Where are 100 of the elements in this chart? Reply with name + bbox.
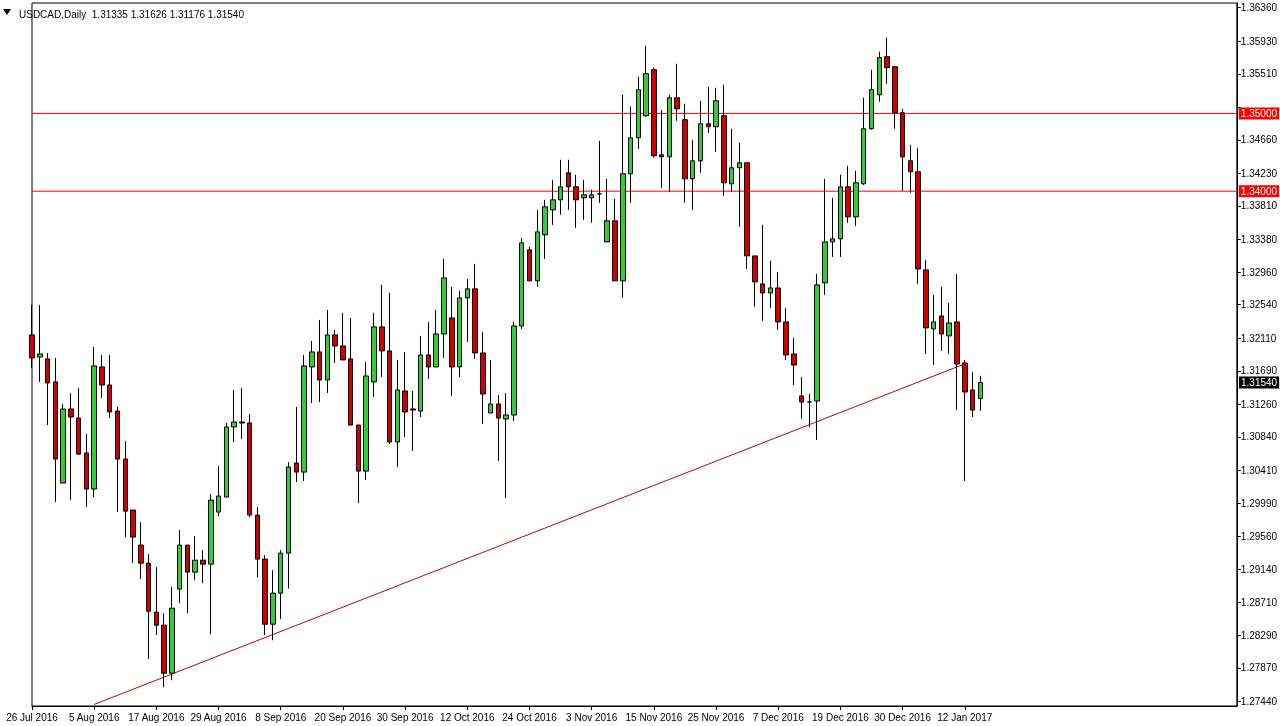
candlestick: [177, 529, 182, 604]
candlestick: [558, 159, 563, 216]
candlestick: [931, 294, 936, 366]
candlestick: [449, 286, 455, 397]
candlestick: [395, 359, 400, 468]
candlestick: [309, 340, 315, 404]
candlestick: [814, 273, 820, 441]
candlestick: [511, 321, 517, 422]
candlestick: [146, 553, 151, 660]
candlestick: [581, 179, 587, 221]
candlestick: [239, 387, 245, 440]
y-tick-label: 1.33810: [1240, 200, 1278, 212]
y-tick-label: 1.34230: [1240, 167, 1278, 179]
candlestick: [962, 359, 968, 482]
x-tick-label: 5 Aug 2016: [68, 711, 120, 723]
candlestick: [301, 354, 307, 482]
candlestick: [954, 273, 960, 411]
candlestick: [643, 45, 649, 118]
y-tick-label: 1.35930: [1240, 35, 1278, 47]
candlestick: [278, 549, 283, 620]
candlestick: [91, 346, 97, 498]
y-tick-label: 1.27440: [1240, 695, 1278, 707]
candlestick: [53, 357, 58, 503]
candlestick: [535, 209, 540, 288]
candlestick: [480, 331, 486, 425]
candlestick: [371, 312, 377, 398]
candlestick: [216, 465, 221, 517]
candlestick: [317, 319, 322, 403]
candlestick: [706, 86, 711, 134]
y-tick-label: 1.32110: [1240, 332, 1277, 344]
y-tick-label: 1.31260: [1240, 398, 1278, 410]
candlestick: [426, 321, 431, 380]
candlestick: [169, 586, 175, 681]
candlestick: [604, 178, 610, 243]
candlestick: [363, 361, 369, 481]
candlestick: [37, 304, 43, 383]
y-tick-label: 1.31690: [1240, 365, 1278, 377]
candlestick: [418, 335, 423, 418]
candlestick: [915, 147, 921, 285]
candlestick: [154, 566, 159, 636]
candlestick: [752, 255, 758, 308]
candlestick: [791, 337, 797, 386]
x-tick-label: 8 Sep 2016: [255, 711, 307, 723]
candlestick: [410, 390, 416, 452]
candlestick: [892, 66, 898, 130]
x-tick-label: 3 Nov 2016: [566, 711, 618, 723]
candlestick: [970, 371, 975, 418]
candlestick: [387, 292, 392, 445]
candlestick: [659, 109, 664, 189]
y-tick-label: 1.27870: [1240, 662, 1278, 674]
candlestick: [325, 309, 330, 394]
candlestick: [573, 174, 579, 229]
x-tick-label: 29 Aug 2016: [190, 711, 248, 723]
candlestick: [527, 246, 532, 282]
candlestick: [822, 178, 828, 296]
y-tick-label: 1.32540: [1240, 299, 1278, 311]
candlestick: [472, 263, 478, 360]
candlestick: [636, 76, 641, 150]
x-tick-label: 17 Aug 2016: [128, 711, 185, 723]
candlestick: [651, 67, 657, 159]
candlestick: [620, 94, 626, 299]
candlestick: [208, 493, 214, 635]
candlestick: [130, 509, 136, 564]
ref-line-label: 1.34000: [1240, 185, 1278, 197]
candlestick: [542, 199, 548, 260]
candlestick: [185, 544, 190, 614]
candlestick: [402, 351, 408, 438]
candlestick: [457, 290, 462, 378]
x-tick-label: 26 Jul 2016: [6, 711, 59, 723]
candlestick: [923, 259, 929, 355]
candlestick: [107, 354, 112, 419]
x-tick-label: 19 Dec 2016: [812, 711, 870, 723]
x-tick-label: 24 Oct 2016: [502, 711, 558, 723]
candlestick: [799, 376, 804, 420]
candlestick: [433, 309, 439, 368]
candlestick: [729, 128, 734, 193]
candlestick: [877, 51, 882, 103]
candlestick: [713, 87, 719, 153]
candlestick: [783, 307, 789, 361]
candlestick: [589, 189, 594, 224]
candlestick: [946, 302, 952, 355]
candlestick: [768, 260, 773, 309]
x-tick-label: 25 Nov 2016: [687, 711, 745, 723]
x-tick-label: 20 Sep 2016: [314, 711, 372, 723]
candlestick: [667, 94, 672, 193]
x-tick-label: 30 Dec 2016: [874, 711, 932, 723]
text: 1.31540: [1241, 377, 1278, 388]
candlestick: [853, 170, 859, 227]
candlestick: [550, 179, 556, 226]
candlestick: [503, 392, 509, 499]
ref-line-label: 1.35000: [1240, 107, 1278, 119]
candlestick: [674, 63, 680, 122]
candlestick: [698, 100, 703, 174]
candlestick: [231, 389, 237, 443]
y-tick-label: 1.36360: [1240, 2, 1278, 14]
candlestick: [255, 506, 260, 578]
candlestick: [138, 521, 144, 580]
candlestick: [84, 433, 89, 508]
candlestick: [76, 387, 81, 456]
candlestick: [286, 461, 291, 590]
